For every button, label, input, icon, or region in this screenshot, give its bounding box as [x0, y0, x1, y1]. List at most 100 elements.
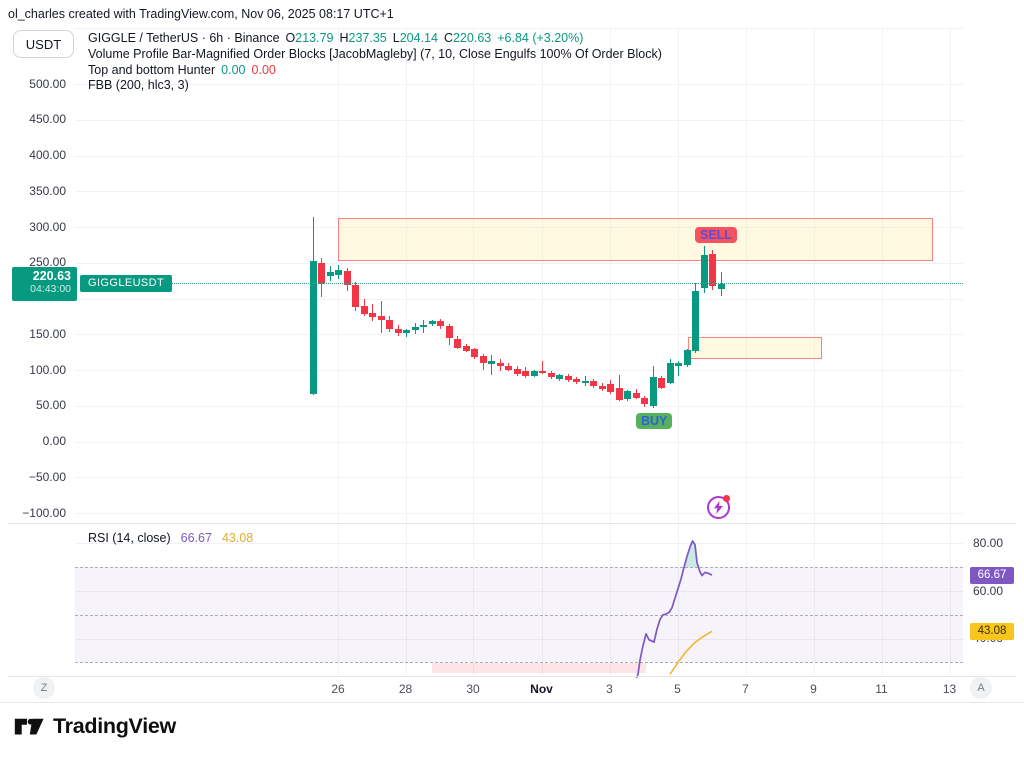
candle-body: [454, 338, 461, 348]
price-axis-label: 0.00: [42, 434, 66, 448]
candle-wick: [678, 360, 679, 376]
v-gridline: [609, 28, 611, 676]
candle-body: [377, 316, 385, 320]
candle-body: [581, 381, 589, 383]
candle-body: [632, 392, 640, 398]
tradingview-logomark-icon: [14, 718, 44, 735]
rsi-axis-label: 80.00: [973, 535, 1004, 550]
price-axis-label: 300.00: [29, 219, 66, 234]
candle-body: [709, 254, 716, 287]
h-gridline: [75, 441, 963, 443]
symbol-price-label: GIGGLEUSDT: [80, 275, 173, 292]
price-axis-label: 450.00: [29, 112, 66, 127]
candle-body: [496, 362, 504, 367]
rsi-legend[interactable]: RSI (14, close) 66.67 43.08: [88, 531, 253, 545]
h-gridline: [75, 334, 963, 336]
price-axis-label: 250.00: [29, 255, 66, 270]
h-gridline: [75, 513, 963, 514]
close-value: 220.63: [452, 31, 492, 45]
buy-marker: BUY: [636, 413, 673, 429]
rsi-dashed-level: [75, 567, 963, 569]
open-label: O: [285, 31, 296, 45]
candle-body: [658, 377, 665, 388]
price-axis-label: 150.00: [29, 326, 66, 341]
time-axis-label: 3: [606, 682, 613, 696]
rsi-dashed-level: [75, 662, 963, 664]
hotkey-z-label: Z: [40, 682, 48, 694]
candle-body: [683, 349, 691, 365]
legend-symbol-row[interactable]: GIGGLE / TetherUS · 6h · Binance O 213.79…: [88, 31, 662, 47]
v-gridline: [881, 28, 883, 676]
time-axis-label: Nov: [530, 682, 553, 696]
price-axis-label: −100.00: [22, 505, 66, 520]
candle-body: [675, 362, 682, 367]
chart-bottom-border: [0, 702, 1024, 703]
price-axis-label: −50.00: [28, 469, 66, 484]
candle-body: [547, 372, 555, 378]
v-gridline: [949, 28, 951, 676]
legend-indicator-fbb[interactable]: FBB (200, hlc3, 3): [88, 78, 662, 94]
candle-wick: [584, 376, 586, 386]
order-block-zone: [338, 217, 933, 261]
price-axis-label: 350.00: [29, 183, 66, 198]
price-axis-label: 400.00: [29, 148, 66, 162]
candle-body: [411, 327, 419, 330]
candle-body: [598, 385, 606, 390]
indicator-volume-profile-label: Volume Profile Bar-Magnified Order Block…: [88, 46, 662, 61]
time-axis-label: 5: [674, 682, 681, 696]
v-gridline: [813, 28, 815, 676]
close-label: C: [443, 31, 453, 45]
instant-trading-icon[interactable]: [707, 496, 730, 519]
hotkey-a-badge: A: [970, 677, 992, 699]
rsi-overbought-fill: [684, 541, 698, 568]
high-label: H: [339, 31, 349, 45]
candle-body: [437, 320, 444, 327]
h-gridline: [75, 227, 963, 228]
candle-body: [479, 355, 487, 363]
candle-body: [649, 377, 657, 406]
h-gridline: [75, 191, 963, 193]
candle-body: [309, 261, 317, 394]
legend-indicator-volume-profile[interactable]: Volume Profile Bar-Magnified Order Block…: [88, 47, 662, 63]
pane-separator[interactable]: [8, 523, 1016, 524]
legend-indicator-hunter[interactable]: Top and bottom Hunter 0.00 0.00: [88, 63, 662, 79]
candle-body: [666, 362, 674, 383]
rsi-h-gridline: [75, 591, 963, 592]
time-axis-separator: [8, 676, 1016, 677]
candle-wick: [491, 354, 492, 375]
symbol-price-label-text: GIGGLEUSDT: [88, 277, 165, 289]
tradingview-logo[interactable]: TradingView: [14, 712, 176, 740]
chart-legend[interactable]: GIGGLE / TetherUS · 6h · Binance O 213.79…: [88, 31, 662, 94]
rsi-h-gridline: [75, 638, 963, 640]
change-value: +6.84 (+3.20%): [497, 31, 584, 45]
price-axis-label: 50.00: [35, 398, 66, 413]
h-gridline: [75, 119, 963, 121]
time-axis-label: 30: [466, 682, 480, 696]
price-axis-label: 100.00: [29, 362, 66, 377]
candle-body: [352, 284, 359, 308]
candle-body: [462, 346, 470, 351]
candle-wick: [542, 361, 543, 374]
v-gridline: [338, 28, 339, 676]
rsi-dashed-level: [75, 614, 963, 616]
rsi-value: 66.67: [180, 531, 212, 545]
h-gridline: [75, 405, 963, 407]
currency-toggle-button[interactable]: USDT: [13, 30, 74, 58]
time-axis-label: 13: [942, 682, 957, 696]
v-gridline: [745, 28, 747, 676]
candle-body: [445, 325, 453, 338]
candle-body: [505, 365, 512, 370]
candle-body: [717, 283, 725, 289]
time-axis-label: 9: [810, 682, 817, 696]
lightning-bolt-icon: [714, 501, 723, 514]
candle-body: [369, 312, 376, 318]
candle-body: [471, 349, 478, 358]
sell-marker-label: SELL: [700, 228, 732, 242]
tradingview-logo-text: TradingView: [53, 713, 176, 738]
rsi-legend-label: RSI (14, close): [88, 531, 171, 545]
buy-marker-label: BUY: [641, 414, 668, 428]
notification-dot: [723, 495, 730, 502]
indicator-fbb-label: FBB (200, hlc3, 3): [88, 78, 189, 93]
time-axis-label: 7: [742, 682, 749, 696]
